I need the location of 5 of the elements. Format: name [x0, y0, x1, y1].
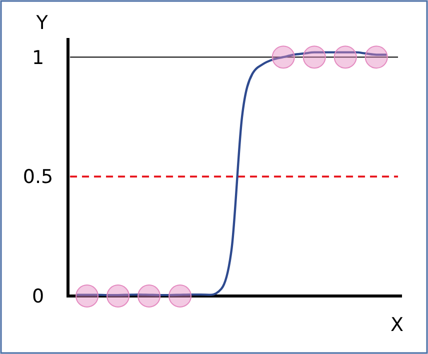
y-tick-label: 0	[32, 286, 44, 308]
y-tick-label: 1	[32, 46, 44, 69]
x-axis-title: X	[390, 314, 404, 336]
y-axis-title: Y	[35, 12, 48, 34]
y-tick-label: 0.5	[22, 166, 54, 188]
